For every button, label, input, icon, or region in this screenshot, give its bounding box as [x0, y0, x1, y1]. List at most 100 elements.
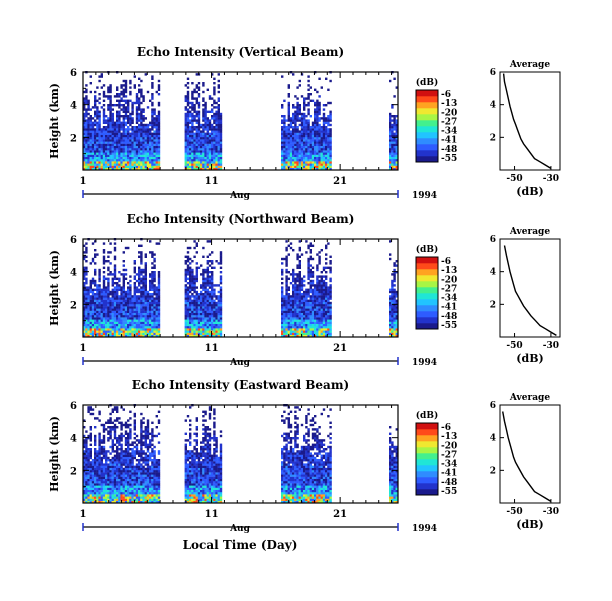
heatmap-cell	[149, 123, 152, 127]
heatmap-cell	[309, 132, 312, 135]
heatmap-cell	[138, 117, 141, 120]
heatmap-cell	[87, 450, 90, 453]
heatmap-cell	[393, 132, 396, 135]
heatmap-cell	[211, 251, 214, 254]
heatmap-cell	[91, 126, 95, 129]
heatmap-cell	[287, 145, 290, 149]
heatmap-cell	[87, 437, 90, 440]
heatmap-cell	[300, 159, 304, 162]
heatmap-cell	[213, 295, 216, 298]
heatmap-cell	[109, 262, 112, 265]
heatmap-cell	[195, 128, 198, 131]
heatmap-cell	[395, 141, 398, 144]
heatmap-cell	[287, 253, 290, 256]
heatmap-cell	[129, 93, 132, 96]
heatmap-cell	[91, 159, 95, 162]
heatmap-cell	[206, 123, 209, 127]
heatmap-cell	[105, 312, 108, 316]
heatmap-cell	[391, 139, 394, 142]
heatmap-cell	[186, 152, 190, 155]
average-x-tick-label: -50	[506, 174, 522, 184]
heatmap-cell	[135, 319, 139, 322]
heatmap-cell	[309, 141, 312, 144]
heatmap-cell	[129, 321, 132, 324]
heatmap-cell	[316, 117, 319, 120]
heatmap-cell	[91, 334, 95, 338]
heatmap-cell	[281, 295, 284, 298]
heatmap-cell	[140, 332, 143, 335]
heatmap-cell	[124, 290, 128, 294]
heatmap-cell	[85, 161, 88, 164]
heatmap-cell	[318, 112, 321, 116]
heatmap-cell	[311, 273, 315, 276]
heatmap-cell	[327, 117, 330, 120]
heatmap-cell	[109, 99, 112, 102]
heatmap-cell	[327, 139, 330, 142]
heatmap-cell	[122, 312, 125, 316]
heatmap-cell	[142, 137, 145, 140]
heatmap-cell	[217, 130, 220, 133]
heatmap-cell	[197, 143, 201, 146]
heatmap-cell	[292, 268, 295, 272]
heatmap-cell	[211, 273, 214, 276]
heatmap-cell	[208, 97, 212, 100]
heatmap-cell	[320, 152, 323, 155]
heatmap-cell	[283, 161, 286, 164]
heatmap-cell	[138, 154, 141, 157]
heatmap-cell	[213, 126, 216, 129]
heatmap-cell	[113, 154, 117, 157]
heatmap-cell	[109, 115, 112, 118]
heatmap-cell	[322, 108, 326, 111]
heatmap-cell	[213, 112, 216, 116]
heatmap-cell	[202, 295, 205, 298]
heatmap-cell	[393, 334, 396, 338]
heatmap-cell	[131, 119, 134, 122]
heatmap-cell	[389, 112, 392, 116]
heatmap-cell	[211, 104, 214, 107]
heatmap-cell	[208, 260, 212, 263]
heatmap-cell	[107, 97, 110, 100]
heatmap-cell	[197, 130, 201, 133]
heatmap-cell	[213, 115, 216, 118]
heatmap-cell	[189, 319, 192, 322]
heatmap-cell	[195, 163, 198, 166]
heatmap-cell	[292, 121, 295, 124]
heatmap-cell	[287, 106, 290, 109]
heatmap-cell	[217, 306, 220, 309]
heatmap-cell	[91, 330, 95, 333]
heatmap-cell	[303, 154, 306, 157]
heatmap-cell	[281, 315, 284, 318]
heatmap-cell	[96, 143, 99, 146]
heatmap-cell	[122, 284, 125, 287]
heatmap-cell	[320, 297, 323, 300]
heatmap-cell	[124, 145, 128, 149]
heatmap-cell	[144, 123, 147, 127]
heatmap-cell	[146, 156, 150, 160]
heatmap-cell	[208, 271, 212, 274]
heatmap-cell	[191, 95, 194, 98]
heatmap-cell	[322, 154, 326, 157]
heatmap-cell	[129, 119, 132, 122]
heatmap-cell	[329, 332, 332, 335]
heatmap-cell	[144, 126, 147, 129]
heatmap-cell	[289, 139, 293, 142]
heatmap-cell	[138, 304, 141, 307]
heatmap-cell	[131, 156, 134, 160]
heatmap-cell	[305, 323, 308, 327]
heatmap-cell	[113, 249, 117, 252]
heatmap-cell	[151, 163, 154, 166]
heatmap-cell	[300, 315, 304, 318]
heatmap-cell	[146, 90, 150, 94]
heatmap-cell	[135, 143, 139, 146]
heatmap-cell	[292, 334, 295, 338]
heatmap-cell	[311, 266, 315, 269]
heatmap-cell	[144, 275, 147, 278]
heatmap-cell	[122, 139, 125, 142]
heatmap-cell	[120, 152, 123, 155]
heatmap-cell	[186, 255, 190, 258]
heatmap-cell	[105, 119, 108, 122]
heatmap-cell	[144, 117, 147, 120]
heatmap-cell	[213, 315, 216, 318]
heatmap-cell	[94, 110, 97, 113]
heatmap-cell	[113, 321, 117, 324]
